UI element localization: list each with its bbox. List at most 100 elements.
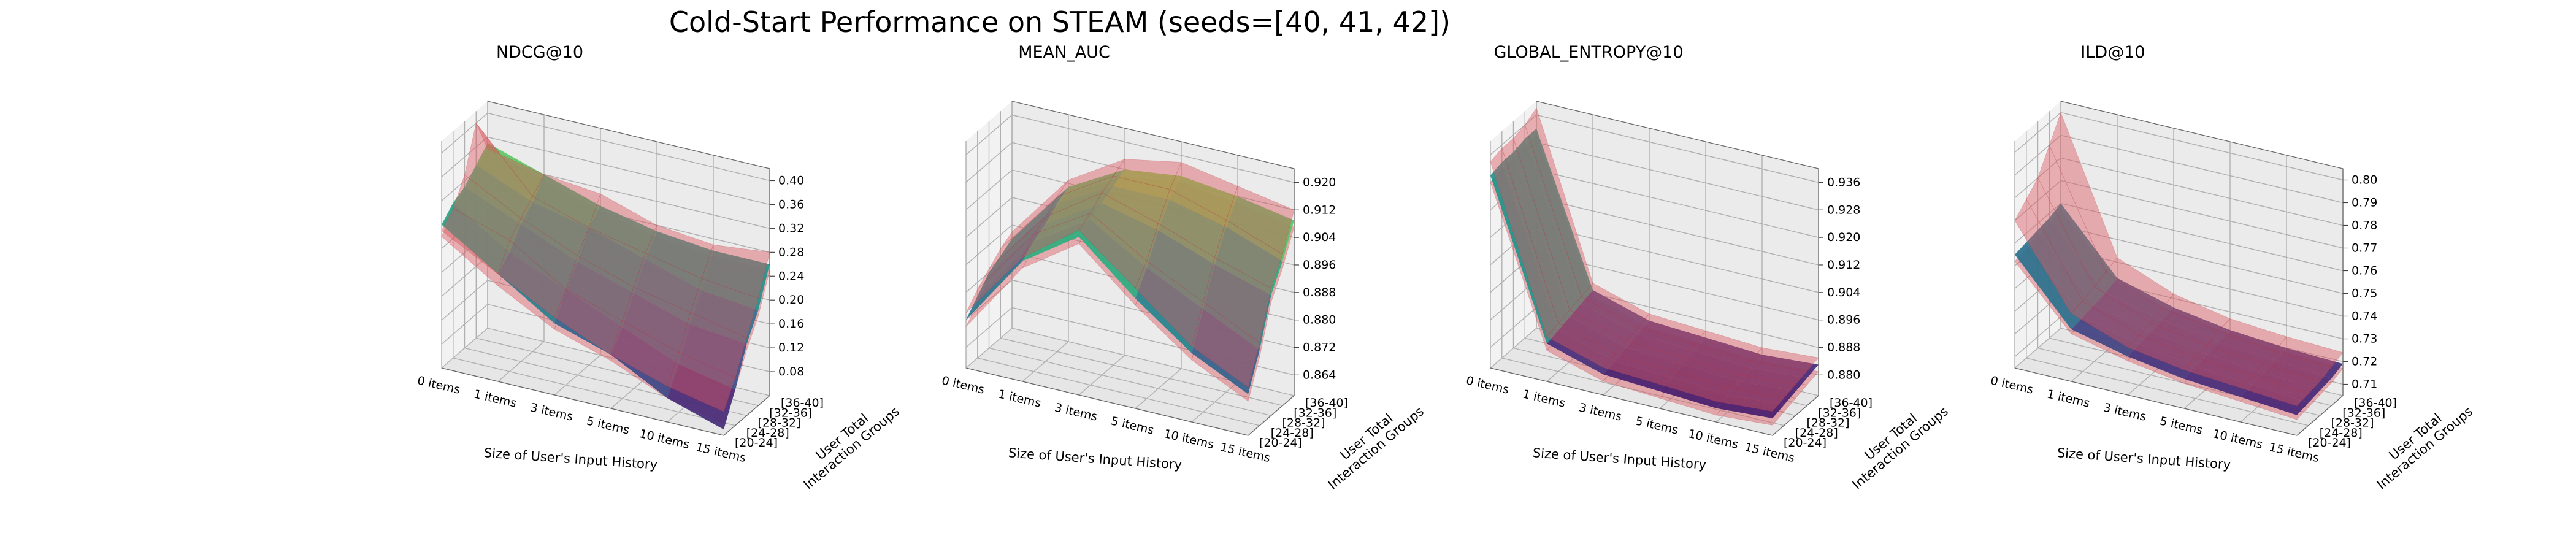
surface-cell — [2106, 278, 2174, 320]
z-tick-label: 0.888 — [1827, 341, 1860, 355]
surface-cell — [565, 261, 634, 327]
z-tick-label: 0.28 — [778, 245, 804, 259]
x-tick-label: 10 items — [638, 427, 691, 451]
y-tick-label: [28-32] — [2331, 416, 2374, 430]
x-tick-label: 5 items — [2158, 414, 2204, 437]
surface-cell — [966, 240, 1034, 320]
z-tick-label: 0.920 — [1303, 175, 1336, 189]
surface-cell — [690, 290, 759, 344]
surface-cell — [1570, 303, 1638, 348]
surface-cell — [1546, 323, 1616, 368]
y-tick-label: [36-40] — [2354, 396, 2397, 410]
surface-cell — [2082, 305, 2151, 345]
surface-cell — [2049, 203, 2117, 293]
surface-cell — [1671, 364, 1739, 395]
y-tick-label: [28-32] — [1807, 416, 1850, 430]
y-tick-label: [28-32] — [1282, 416, 1325, 430]
surface-cell — [2037, 144, 2106, 288]
surface-cell — [475, 123, 545, 197]
surface-cell — [1694, 337, 1762, 368]
surface-cell — [1146, 223, 1215, 303]
surface-cell — [1203, 257, 1271, 343]
surface-cell — [1682, 343, 1752, 375]
surface-cell — [2105, 257, 2174, 309]
z-tick-label: 0.80 — [2352, 174, 2377, 187]
surface-cell — [1146, 230, 1215, 309]
surface-cell — [2139, 332, 2207, 367]
surface-cell — [2015, 242, 2083, 329]
surface-cell — [1525, 128, 1593, 304]
surface-cell — [532, 174, 600, 228]
surface-mean — [966, 169, 1294, 394]
surface-cell — [1625, 327, 1695, 358]
surface-cell — [2094, 293, 2163, 332]
surface-cell — [1191, 301, 1260, 388]
surface-cell — [554, 289, 623, 356]
surface-cell — [1045, 175, 1114, 218]
surface-cell — [464, 164, 533, 224]
surface-cell — [1739, 368, 1807, 392]
surface-cell — [1513, 124, 1582, 311]
surface-cell — [1569, 296, 1638, 341]
surface-cell — [667, 351, 736, 412]
surface-cell — [2195, 355, 2264, 385]
surface-cell — [2026, 230, 2095, 317]
surface-cell — [1158, 189, 1227, 258]
surface-cell — [2037, 218, 2106, 305]
surface-cell — [442, 202, 510, 274]
surface-cell — [1090, 203, 1159, 268]
panel-title: ILD@10 — [2080, 43, 2145, 62]
surface-cell — [1693, 330, 1763, 362]
surface-cell — [2263, 360, 2332, 391]
surface-cell — [2127, 334, 2196, 370]
svg-text:Interaction Groups: Interaction Groups — [1850, 404, 1951, 493]
y-tick-label: [36-40] — [781, 396, 824, 410]
z-tick-label: 0.896 — [1827, 313, 1860, 327]
surface-cell — [476, 143, 544, 202]
surface-cell — [577, 228, 646, 293]
surface-cell — [1614, 347, 1683, 378]
z-tick-label: 0.32 — [778, 221, 804, 235]
z-tick-label: 0.16 — [778, 317, 804, 331]
surface-cell — [1135, 260, 1204, 347]
surface-cell — [1513, 139, 1582, 317]
surface-cell — [1637, 313, 1706, 345]
surface-cell — [1169, 162, 1238, 221]
figure-title: Cold-Start Performance on STEAM (seeds=[… — [669, 6, 1451, 39]
surface-cell — [645, 224, 714, 279]
surface-cell — [1581, 283, 1650, 328]
z-tick-label: 0.864 — [1303, 368, 1336, 381]
z-tick-label: 0.20 — [778, 293, 804, 307]
surface-cell — [2162, 307, 2230, 342]
surface-cell — [1214, 220, 1283, 289]
surface-cell — [2252, 363, 2321, 394]
surface-cell — [2093, 272, 2163, 323]
z-tick-label: 0.36 — [778, 197, 804, 211]
surface-mean — [1490, 128, 1819, 418]
y-tick-label: [24-28] — [746, 426, 789, 440]
surface-mean — [2015, 203, 2343, 415]
y-tick-label: [24-28] — [2320, 426, 2363, 440]
panel-1: NDCG@100.080.120.160.200.240.280.320.360… — [416, 43, 902, 493]
surface-cell — [588, 193, 657, 254]
z-tick-label: 0.40 — [778, 174, 804, 187]
surface-cell — [1614, 340, 1684, 372]
surface-cell — [989, 204, 1057, 273]
panel-title: MEAN_AUC — [1018, 43, 1110, 62]
surface-cell — [2195, 345, 2264, 376]
z-tick-labels: 0.71 0.72 0.73 0.74 0.75 0.76 0.77 0.78 0.79 0.80 — [2343, 174, 2377, 391]
surface-cell — [464, 122, 533, 219]
surface-cell — [509, 224, 578, 289]
surface-cell — [667, 364, 735, 430]
surface-cell — [532, 174, 601, 228]
surface-cell — [2207, 342, 2275, 373]
y-tick-label: [32-36] — [1294, 406, 1336, 420]
surface-cell — [1671, 357, 1740, 388]
surface-cell — [1101, 175, 1170, 224]
surface-cell — [554, 289, 623, 355]
surface-cell — [1716, 394, 1784, 418]
surface-cell — [1057, 169, 1125, 204]
surface-mean — [442, 143, 770, 430]
x-tick-label: 1 items — [472, 387, 518, 410]
surface-cell — [589, 205, 657, 259]
